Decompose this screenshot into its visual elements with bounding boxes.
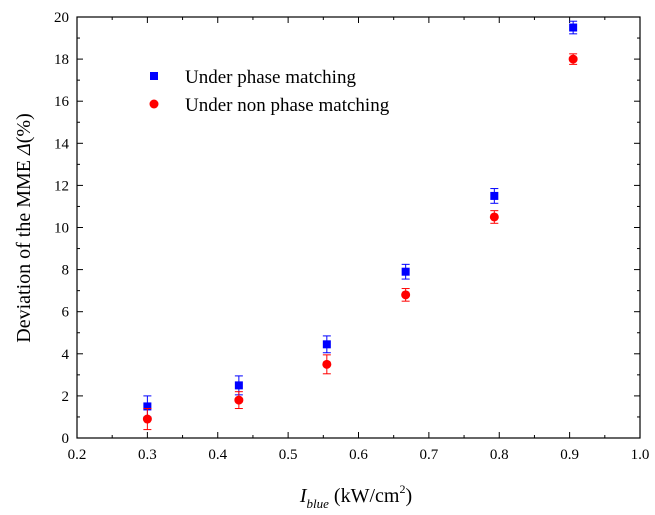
data-point-square [401,267,410,276]
legend-marker-non-phase-matching [149,99,159,109]
x-tick-label: 1.0 [631,447,650,463]
data-point-circle [322,359,332,369]
data-point-circle [401,290,411,300]
legend-marker-phase-matching [150,72,158,80]
data-point-square [569,23,578,32]
data-point-circle [234,395,244,405]
y-tick-label: 0 [62,431,70,447]
x-tick-label: 0.8 [490,447,509,463]
y-tick-label: 10 [54,221,69,237]
y-tick-label: 20 [54,10,69,26]
y-tick-label: 12 [54,178,69,194]
legend-label-non-phase-matching: Under non phase matching [185,95,390,116]
x-tick-label: 0.2 [68,447,87,463]
legend-label-phase-matching: Under phase matching [185,67,356,88]
ticks: 0.2 0.3 0.4 0.5 0.6 0.7 0.8 0.9 1.0 0 2 4 6 8 10 12 14 16… [54,10,649,463]
x-tick-label: 0.4 [208,447,227,463]
data-point-circle [568,54,578,64]
y-tick-label: 18 [54,52,69,68]
data-point-square [234,381,243,390]
legend: Under phase matching Under non phase mat… [149,67,390,116]
y-tick-label: 16 [54,94,70,110]
x-tick-label: 0.6 [349,447,368,463]
data-point-circle [489,212,499,222]
y-tick-label: 2 [62,389,70,405]
x-tick-label: 0.7 [420,447,439,463]
x-tick-label: 0.9 [560,447,579,463]
x-tick-label: 0.3 [138,447,157,463]
data-point-square [490,191,499,200]
y-tick-label: 4 [62,347,70,363]
y-tick-label: 8 [62,263,70,279]
x-axis-label: Iblue (kW/cm2) [299,482,412,511]
data-point-square [322,340,331,349]
x-tick-label: 0.5 [279,447,298,463]
y-tick-label: 6 [62,305,70,321]
data-point-circle [142,414,152,424]
y-tick-label: 14 [54,136,70,152]
plot-frame [76,16,641,439]
y-axis-label: Deviation of the MME Δ(%) [13,113,35,342]
axes [76,16,641,439]
data-marks [142,20,578,431]
data-point-square [143,402,152,411]
